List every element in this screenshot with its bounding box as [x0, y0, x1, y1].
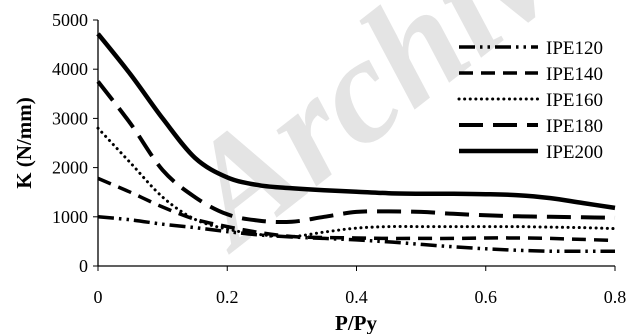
y-tick-label: 3000	[52, 108, 88, 128]
y-tick-label: 4000	[52, 59, 88, 79]
x-axis-title: P/Py	[335, 311, 377, 334]
y-tick-label: 2000	[52, 158, 88, 178]
series-line-ipe140	[97, 176, 616, 243]
legend-label-ipe200: IPE200	[546, 142, 603, 163]
x-tick-label: 0.8	[604, 287, 627, 307]
series-line-ipe200	[96, 32, 616, 211]
series-line-ipe120	[97, 215, 615, 254]
y-tick-label: 5000	[52, 10, 88, 30]
x-axis-ticks: 0 0.2 0.4 0.6 0.8	[94, 266, 627, 307]
legend-label-ipe180: IPE180	[546, 116, 603, 137]
plot-area: 0 1000 2000 3000 4000 5000 0 0.2 0.4 0.6 0.8	[52, 10, 626, 307]
x-tick-label: 0.4	[345, 287, 368, 307]
x-tick-label: 0.6	[475, 287, 498, 307]
series-line-ipe180	[96, 80, 616, 225]
legend: IPE120 IPE140 IPE160 IPE180 IPE200	[457, 38, 603, 163]
series-lines	[96, 32, 617, 254]
x-tick-label: 0.2	[216, 287, 239, 307]
legend-label-ipe120: IPE120	[546, 38, 603, 59]
legend-label-ipe140: IPE140	[546, 64, 603, 85]
y-axis-title: K (N/mm)	[12, 97, 36, 189]
series-line-ipe160	[96, 126, 617, 239]
legend-label-ipe160: IPE160	[546, 90, 603, 111]
y-tick-label: 0	[79, 256, 88, 276]
y-tick-label: 1000	[52, 207, 88, 227]
y-axis-ticks: 0 1000 2000 3000 4000 5000	[52, 10, 98, 276]
x-tick-label: 0	[94, 287, 103, 307]
